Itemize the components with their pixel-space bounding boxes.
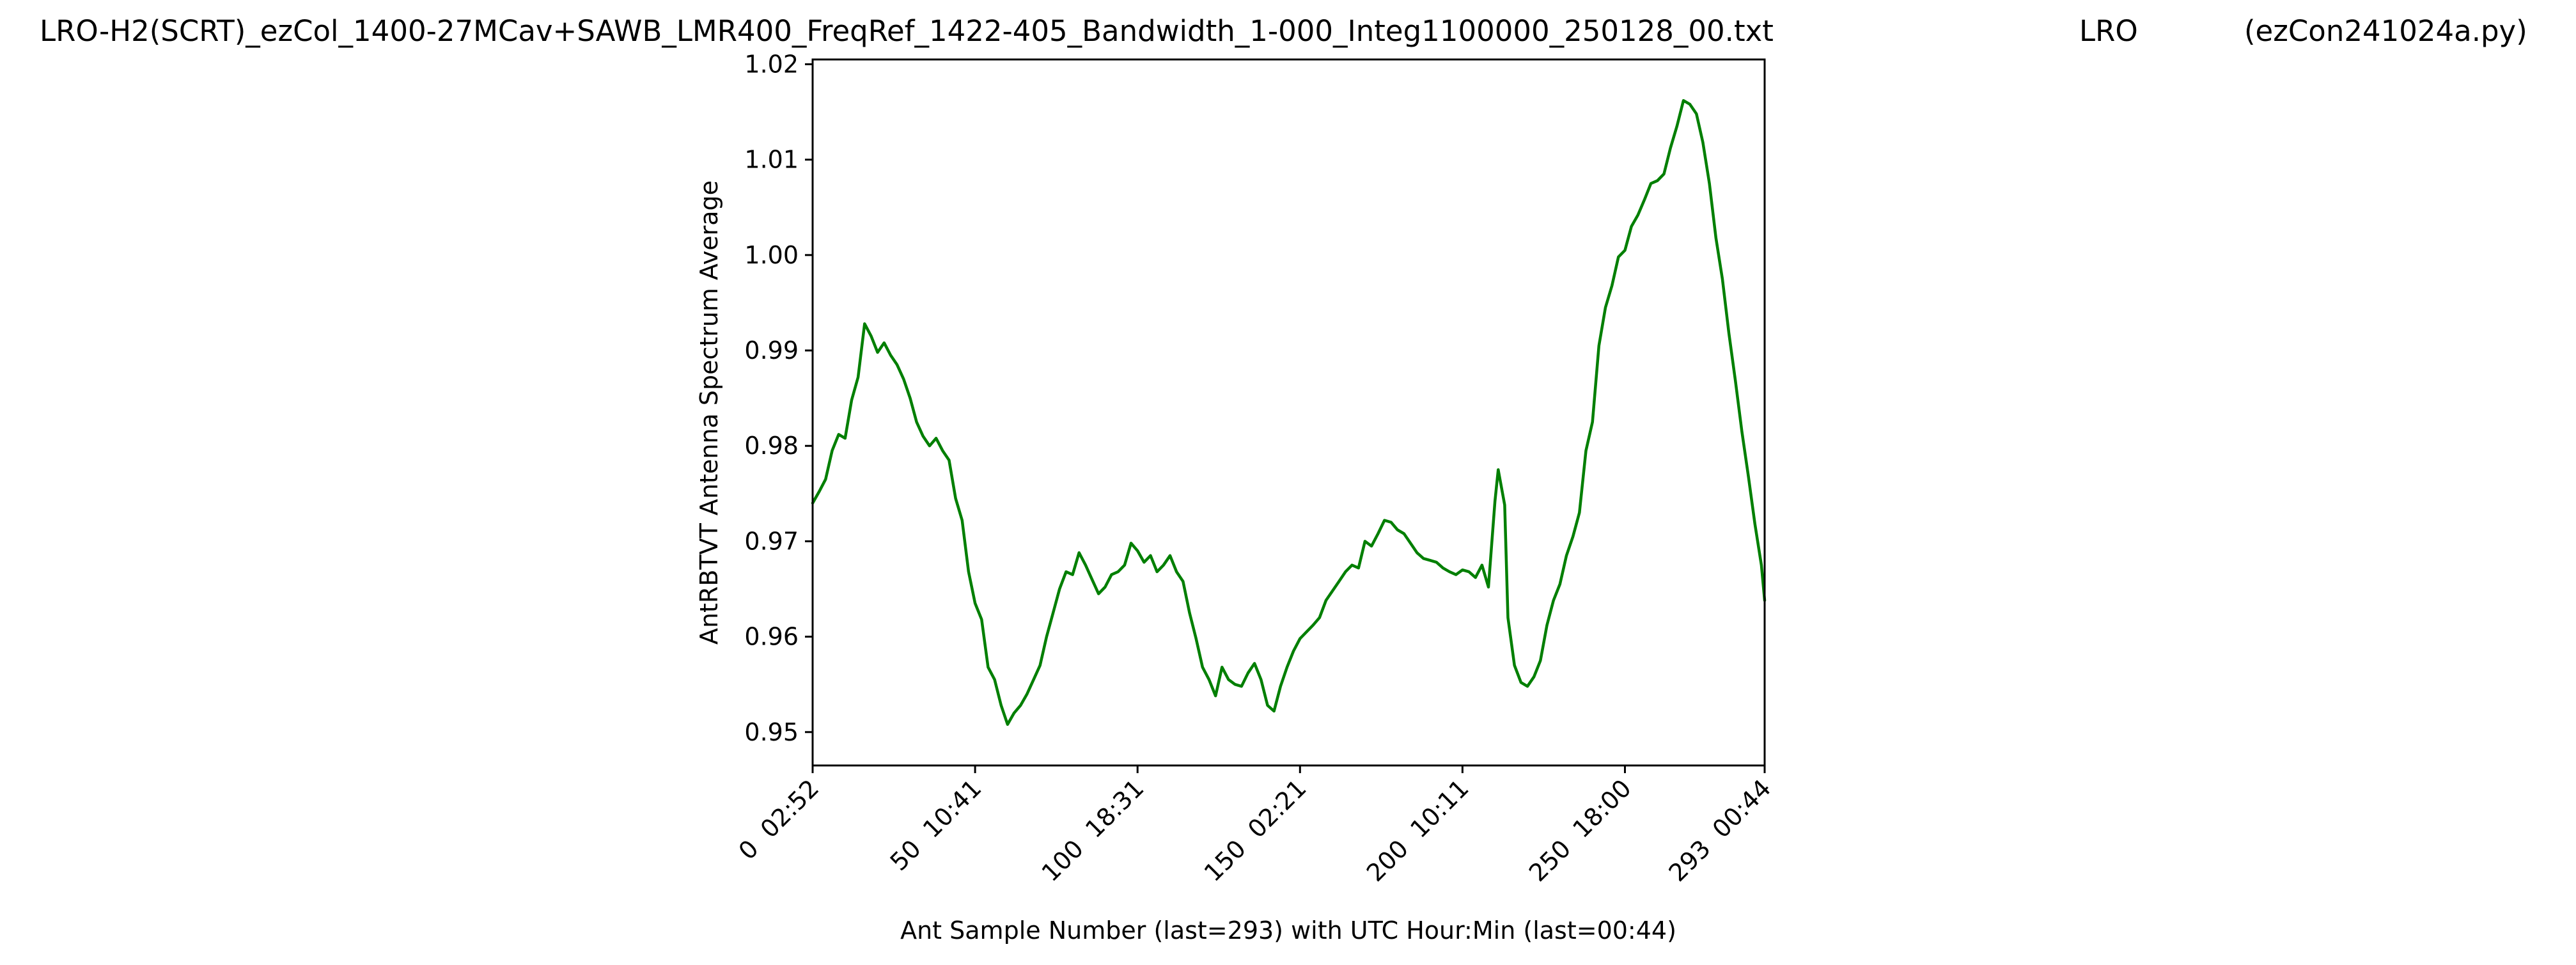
- y-tick-label: 1.01: [744, 146, 799, 174]
- plot-area: [811, 58, 1767, 767]
- plot-frame: [811, 58, 1766, 767]
- y-tick-label: 0.99: [744, 336, 799, 365]
- y-tick-label: 0.95: [744, 718, 799, 746]
- chart-title-middle: LRO: [2079, 14, 2138, 48]
- y-tick-label: 1.00: [744, 241, 799, 269]
- y-axis-label: AntRBTVT Antenna Spectrum Average: [695, 180, 723, 645]
- y-tick-label: 0.97: [744, 527, 799, 555]
- y-tick-label: 0.98: [744, 432, 799, 460]
- chart-title-right: (ezCon241024a.py): [2244, 14, 2527, 48]
- chart-title: LRO-H2(SCRT)_ezCol_1400-27MCav+SAWB_LMR4…: [40, 14, 1774, 48]
- y-axis: 0.95 0.96 0.97 0.98 0.99 1.00 1.01 1.02: [744, 50, 813, 746]
- y-tick-label: 0.96: [744, 623, 799, 651]
- x-axis-label: Ant Sample Number (last=293) with UTC Ho…: [900, 916, 1676, 945]
- y-tick-label: 1.02: [744, 50, 799, 78]
- series-line: [811, 98, 1767, 726]
